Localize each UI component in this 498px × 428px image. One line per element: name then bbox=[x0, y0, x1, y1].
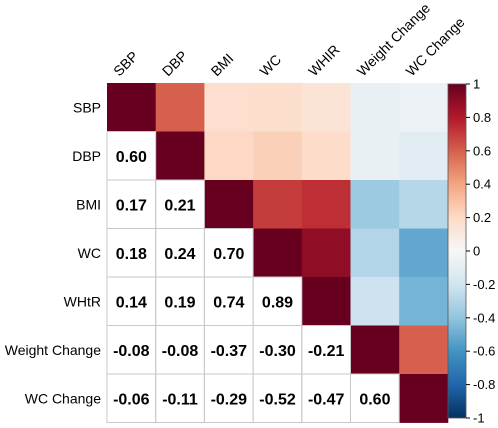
colorbar-tick-label-6: -0.2 bbox=[473, 277, 495, 292]
row-labels: SBP DBP BMI WC WHtR Weight Change WC Change bbox=[5, 99, 101, 406]
row-label-0: SBP bbox=[73, 99, 101, 115]
cell-value-r6-c5: 0.60 bbox=[359, 391, 390, 408]
cell-value-r5-c4: -0.21 bbox=[308, 343, 345, 360]
column-label-4: WHIR bbox=[305, 41, 343, 79]
heatmap-cell-r1-c1 bbox=[155, 131, 205, 181]
colorbar-tick-label-3: 0.4 bbox=[473, 177, 491, 192]
colorbar-tick-label-9: -0.8 bbox=[473, 377, 495, 392]
heatmap-cell-r0-c5 bbox=[350, 83, 400, 132]
heatmap-cell-r4-c4 bbox=[301, 277, 351, 326]
cell-value-r6-c1: -0.11 bbox=[162, 391, 198, 408]
cell-value-r3-c0: 0.18 bbox=[116, 246, 147, 263]
cell-value-r2-c0: 0.17 bbox=[116, 197, 147, 214]
heatmap-cell-r3-c4 bbox=[301, 228, 351, 278]
heatmap-cell-r0-c6 bbox=[399, 83, 449, 132]
heatmap-cell-r0-c0 bbox=[107, 83, 157, 132]
cell-value-r2-c1: 0.21 bbox=[164, 197, 195, 214]
heatmap-cell-r4-c6 bbox=[399, 277, 449, 326]
heatmap-cell-r3-c3 bbox=[253, 228, 303, 278]
cell-value-r6-c4: -0.47 bbox=[308, 391, 345, 408]
column-label-0: SBP bbox=[110, 48, 141, 79]
heatmap-gridlines bbox=[106, 131, 400, 423]
cell-value-r5-c1: -0.08 bbox=[162, 343, 199, 360]
heatmap-cell-r1-c5 bbox=[350, 131, 400, 181]
row-label-5: Weight Change bbox=[5, 342, 101, 358]
column-label-3: WC bbox=[256, 51, 284, 79]
heatmap-cell-r2-c3 bbox=[253, 180, 303, 229]
row-label-6: WC Change bbox=[25, 390, 101, 406]
heatmap-cell-r0-c3 bbox=[253, 83, 303, 132]
heatmap-cell-r6-c6 bbox=[399, 374, 449, 423]
row-label-2: BMI bbox=[76, 196, 101, 212]
heatmap-cell-r0-c1 bbox=[155, 83, 205, 132]
colorbar: 1 0.8 0.6 0.4 0.2 0 -0.2 -0.4 -0.6 -0.8 -1 bbox=[447, 77, 495, 426]
cell-value-labels: 0.60 0.17 0.21 0.18 0.24 0.70 0.14 0.19 0.74 0.89… bbox=[113, 149, 391, 408]
column-label-1: DBP bbox=[159, 47, 191, 79]
row-label-4: WHtR bbox=[64, 293, 101, 309]
colorbar-tick-label-7: -0.4 bbox=[473, 310, 495, 325]
cell-value-r4-c2: 0.74 bbox=[213, 294, 244, 311]
heatmap-cell-r2-c4 bbox=[301, 180, 351, 229]
grid-box-r6-c5 bbox=[350, 373, 400, 423]
heatmap-cell-r2-c5 bbox=[350, 180, 400, 229]
cell-value-r4-c1: 0.19 bbox=[164, 294, 195, 311]
cell-value-r3-c1: 0.24 bbox=[164, 246, 195, 263]
colorbar-gradient bbox=[447, 83, 467, 419]
colorbar-tick-label-2: 0.6 bbox=[473, 143, 491, 158]
heatmap-cell-r0-c4 bbox=[301, 83, 351, 132]
row-label-3: WC bbox=[78, 245, 101, 261]
heatmap-cell-r1-c6 bbox=[399, 131, 449, 181]
heatmap-cell-r3-c5 bbox=[350, 228, 400, 278]
heatmap-cells bbox=[107, 83, 449, 423]
heatmap-cell-r5-c5 bbox=[350, 325, 400, 375]
heatmap-cell-r2-c6 bbox=[399, 180, 449, 229]
cell-value-r6-c0: -0.06 bbox=[113, 391, 150, 408]
colorbar-tick-label-8: -0.6 bbox=[473, 344, 495, 359]
cell-value-r5-c3: -0.30 bbox=[259, 343, 296, 360]
colorbar-tick-label-5: 0 bbox=[473, 244, 480, 259]
cell-value-r5-c0: -0.08 bbox=[113, 343, 150, 360]
heatmap-cell-r1-c3 bbox=[253, 131, 303, 181]
colorbar-tick-label-4: 0.2 bbox=[473, 210, 491, 225]
colorbar-tick-label-0: 1 bbox=[473, 77, 480, 92]
heatmap-cell-r1-c4 bbox=[301, 131, 351, 181]
heatmap-cell-r2-c2 bbox=[204, 180, 254, 229]
column-label-2: BMI bbox=[208, 50, 237, 79]
cell-value-r4-c0: 0.14 bbox=[116, 294, 147, 311]
heatmap-cell-r1-c2 bbox=[204, 131, 254, 181]
cell-value-r6-c2: -0.29 bbox=[211, 391, 248, 408]
cell-value-r5-c2: -0.37 bbox=[211, 343, 248, 360]
colorbar-tick-label-10: -1 bbox=[473, 411, 485, 426]
row-label-1: DBP bbox=[72, 148, 101, 164]
heatmap-cell-r0-c2 bbox=[204, 83, 254, 132]
cell-value-r6-c3: -0.52 bbox=[259, 391, 296, 408]
cell-value-r4-c3: 0.89 bbox=[262, 294, 293, 311]
colorbar-tick-label-1: 0.8 bbox=[473, 110, 491, 125]
cell-value-r3-c2: 0.70 bbox=[213, 246, 244, 263]
heatmap-cell-r5-c6 bbox=[399, 325, 449, 375]
cell-value-r1-c0: 0.60 bbox=[116, 149, 147, 166]
heatmap-cell-r4-c5 bbox=[350, 277, 400, 326]
heatmap-cell-r3-c6 bbox=[399, 228, 449, 278]
